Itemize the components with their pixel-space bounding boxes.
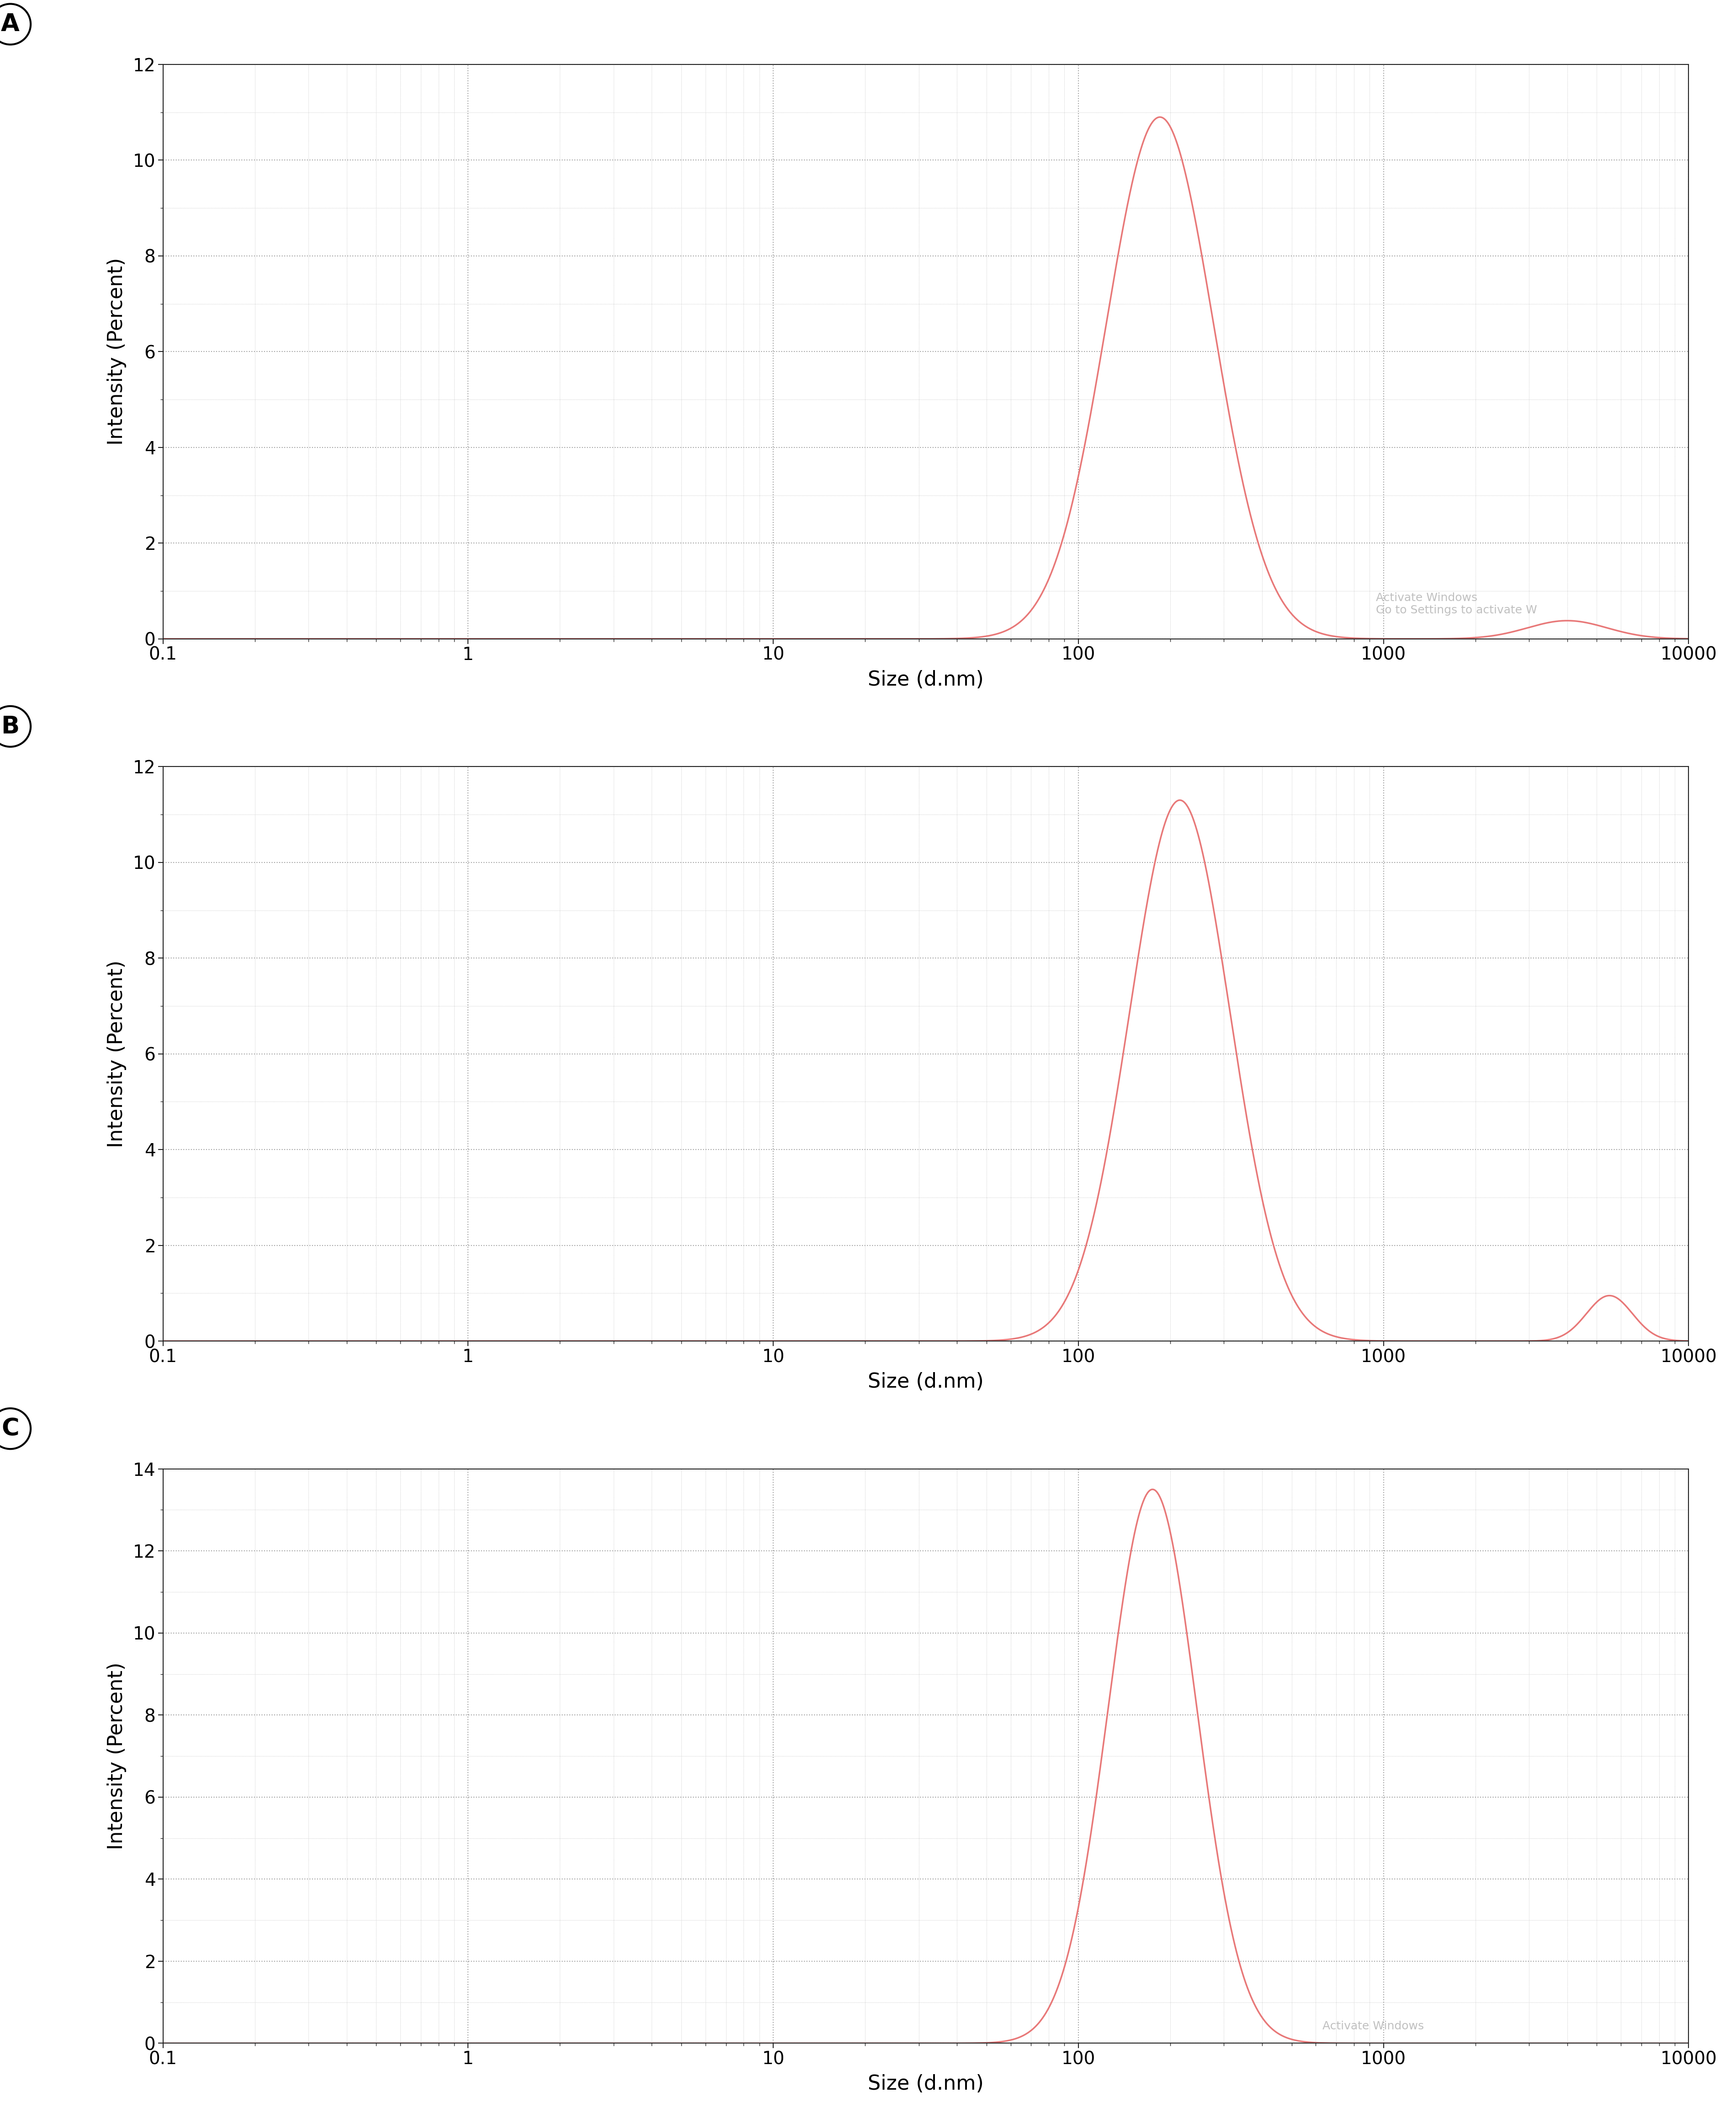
Y-axis label: Intensity (Percent): Intensity (Percent) <box>108 1663 127 1849</box>
Y-axis label: Intensity (Percent): Intensity (Percent) <box>108 258 127 446</box>
Text: Activate Windows
Go to Settings to activate W: Activate Windows Go to Settings to activ… <box>1377 592 1536 615</box>
X-axis label: Size (d.nm): Size (d.nm) <box>868 2075 984 2094</box>
X-axis label: Size (d.nm): Size (d.nm) <box>868 1371 984 1392</box>
Y-axis label: Intensity (Percent): Intensity (Percent) <box>108 959 127 1147</box>
Text: C: C <box>2 1416 19 1441</box>
Text: B: B <box>2 714 19 737</box>
X-axis label: Size (d.nm): Size (d.nm) <box>868 670 984 689</box>
Text: A: A <box>2 13 19 36</box>
Text: Activate Windows: Activate Windows <box>1323 2020 1424 2033</box>
